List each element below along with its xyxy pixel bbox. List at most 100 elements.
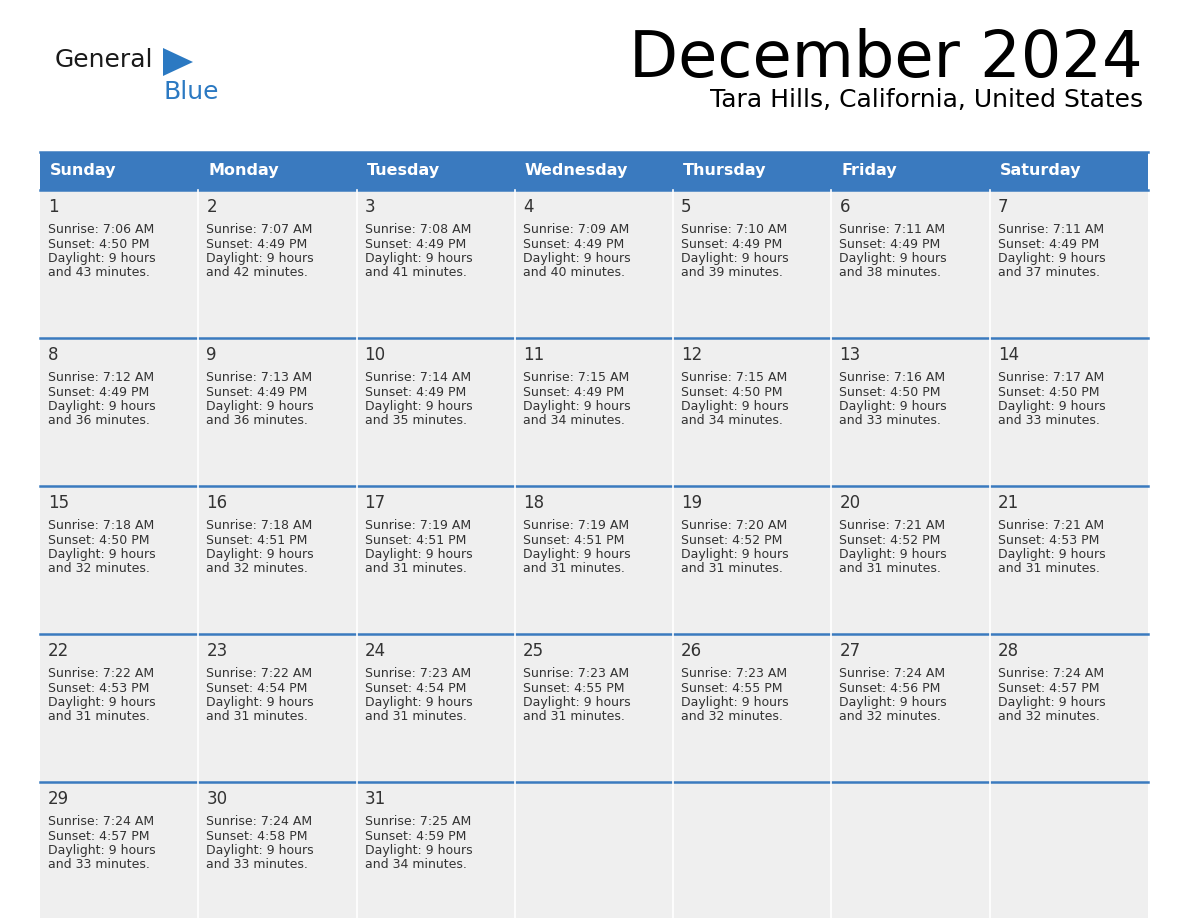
- Text: Sunrise: 7:11 AM: Sunrise: 7:11 AM: [998, 223, 1104, 236]
- Text: and 31 minutes.: and 31 minutes.: [523, 563, 625, 576]
- Text: Sunrise: 7:21 AM: Sunrise: 7:21 AM: [998, 519, 1104, 532]
- Text: Sunday: Sunday: [50, 163, 116, 178]
- Text: 17: 17: [365, 494, 386, 512]
- Bar: [40, 190, 198, 338]
- Bar: [990, 486, 1148, 634]
- Text: and 36 minutes.: and 36 minutes.: [207, 415, 308, 428]
- Text: Sunset: 4:55 PM: Sunset: 4:55 PM: [523, 681, 625, 695]
- Text: Daylight: 9 hours: Daylight: 9 hours: [48, 696, 156, 709]
- Text: Sunrise: 7:22 AM: Sunrise: 7:22 AM: [48, 667, 154, 680]
- Text: Sunrise: 7:18 AM: Sunrise: 7:18 AM: [207, 519, 312, 532]
- Text: and 32 minutes.: and 32 minutes.: [840, 711, 941, 723]
- Text: 16: 16: [207, 494, 227, 512]
- Text: 10: 10: [365, 346, 386, 364]
- Text: 13: 13: [840, 346, 860, 364]
- Text: 21: 21: [998, 494, 1019, 512]
- Text: Sunrise: 7:24 AM: Sunrise: 7:24 AM: [998, 667, 1104, 680]
- Text: Daylight: 9 hours: Daylight: 9 hours: [365, 696, 472, 709]
- Text: Sunset: 4:57 PM: Sunset: 4:57 PM: [998, 681, 1099, 695]
- Bar: [674, 634, 832, 782]
- Text: Sunset: 4:55 PM: Sunset: 4:55 PM: [681, 681, 783, 695]
- Text: Daylight: 9 hours: Daylight: 9 hours: [681, 400, 789, 413]
- Text: Daylight: 9 hours: Daylight: 9 hours: [681, 696, 789, 709]
- Text: Daylight: 9 hours: Daylight: 9 hours: [523, 696, 631, 709]
- Text: Sunrise: 7:20 AM: Sunrise: 7:20 AM: [681, 519, 788, 532]
- Text: and 32 minutes.: and 32 minutes.: [681, 711, 783, 723]
- Text: Sunset: 4:50 PM: Sunset: 4:50 PM: [681, 386, 783, 398]
- Text: Sunset: 4:49 PM: Sunset: 4:49 PM: [365, 238, 466, 251]
- Text: and 41 minutes.: and 41 minutes.: [365, 266, 467, 279]
- Text: Thursday: Thursday: [683, 163, 766, 178]
- Bar: [832, 782, 990, 918]
- Bar: [198, 190, 356, 338]
- Text: Sunset: 4:50 PM: Sunset: 4:50 PM: [48, 533, 150, 546]
- Bar: [40, 634, 198, 782]
- Text: and 36 minutes.: and 36 minutes.: [48, 415, 150, 428]
- Text: Sunrise: 7:14 AM: Sunrise: 7:14 AM: [365, 371, 470, 384]
- Text: and 38 minutes.: and 38 minutes.: [840, 266, 941, 279]
- Bar: [832, 190, 990, 338]
- Text: Daylight: 9 hours: Daylight: 9 hours: [523, 548, 631, 561]
- Text: and 31 minutes.: and 31 minutes.: [48, 711, 150, 723]
- Bar: [356, 190, 514, 338]
- Text: 3: 3: [365, 198, 375, 216]
- Bar: [990, 782, 1148, 918]
- Text: and 43 minutes.: and 43 minutes.: [48, 266, 150, 279]
- Text: and 31 minutes.: and 31 minutes.: [207, 711, 308, 723]
- Text: 24: 24: [365, 642, 386, 660]
- Bar: [832, 486, 990, 634]
- Text: and 32 minutes.: and 32 minutes.: [998, 711, 1100, 723]
- Text: Daylight: 9 hours: Daylight: 9 hours: [365, 400, 472, 413]
- Text: and 39 minutes.: and 39 minutes.: [681, 266, 783, 279]
- Bar: [198, 338, 356, 486]
- Text: Sunset: 4:49 PM: Sunset: 4:49 PM: [681, 238, 783, 251]
- Text: Daylight: 9 hours: Daylight: 9 hours: [840, 400, 947, 413]
- Text: 9: 9: [207, 346, 216, 364]
- Text: Sunset: 4:52 PM: Sunset: 4:52 PM: [681, 533, 783, 546]
- Text: Sunrise: 7:09 AM: Sunrise: 7:09 AM: [523, 223, 630, 236]
- Text: and 32 minutes.: and 32 minutes.: [207, 563, 308, 576]
- Bar: [40, 338, 198, 486]
- Text: and 31 minutes.: and 31 minutes.: [523, 711, 625, 723]
- Bar: [674, 486, 832, 634]
- Text: Sunset: 4:50 PM: Sunset: 4:50 PM: [998, 386, 1099, 398]
- Text: Blue: Blue: [163, 80, 219, 104]
- Text: Daylight: 9 hours: Daylight: 9 hours: [48, 844, 156, 857]
- Text: 4: 4: [523, 198, 533, 216]
- Text: Sunrise: 7:13 AM: Sunrise: 7:13 AM: [207, 371, 312, 384]
- Bar: [514, 190, 674, 338]
- Text: Sunrise: 7:23 AM: Sunrise: 7:23 AM: [365, 667, 470, 680]
- Polygon shape: [163, 48, 192, 76]
- Bar: [40, 486, 198, 634]
- Text: 7: 7: [998, 198, 1009, 216]
- Text: Sunrise: 7:15 AM: Sunrise: 7:15 AM: [681, 371, 788, 384]
- Text: Wednesday: Wednesday: [525, 163, 628, 178]
- Bar: [198, 782, 356, 918]
- Text: Sunrise: 7:25 AM: Sunrise: 7:25 AM: [365, 815, 470, 828]
- Text: Friday: Friday: [841, 163, 897, 178]
- Text: Sunrise: 7:08 AM: Sunrise: 7:08 AM: [365, 223, 470, 236]
- Text: Daylight: 9 hours: Daylight: 9 hours: [207, 548, 314, 561]
- Text: 6: 6: [840, 198, 849, 216]
- Text: Tara Hills, California, United States: Tara Hills, California, United States: [710, 88, 1143, 112]
- Text: Daylight: 9 hours: Daylight: 9 hours: [48, 400, 156, 413]
- Text: Sunrise: 7:23 AM: Sunrise: 7:23 AM: [523, 667, 628, 680]
- Bar: [40, 152, 1148, 190]
- Text: and 31 minutes.: and 31 minutes.: [365, 711, 467, 723]
- Text: Sunset: 4:49 PM: Sunset: 4:49 PM: [998, 238, 1099, 251]
- Text: 23: 23: [207, 642, 228, 660]
- Text: Sunset: 4:51 PM: Sunset: 4:51 PM: [207, 533, 308, 546]
- Text: Sunset: 4:54 PM: Sunset: 4:54 PM: [207, 681, 308, 695]
- Text: Sunset: 4:49 PM: Sunset: 4:49 PM: [365, 386, 466, 398]
- Text: Sunrise: 7:23 AM: Sunrise: 7:23 AM: [681, 667, 788, 680]
- Text: 5: 5: [681, 198, 691, 216]
- Text: Sunset: 4:52 PM: Sunset: 4:52 PM: [840, 533, 941, 546]
- Text: December 2024: December 2024: [630, 28, 1143, 90]
- Text: 22: 22: [48, 642, 69, 660]
- Text: Daylight: 9 hours: Daylight: 9 hours: [207, 696, 314, 709]
- Text: and 33 minutes.: and 33 minutes.: [998, 415, 1100, 428]
- Bar: [514, 338, 674, 486]
- Bar: [356, 782, 514, 918]
- Bar: [990, 634, 1148, 782]
- Text: Sunset: 4:49 PM: Sunset: 4:49 PM: [840, 238, 941, 251]
